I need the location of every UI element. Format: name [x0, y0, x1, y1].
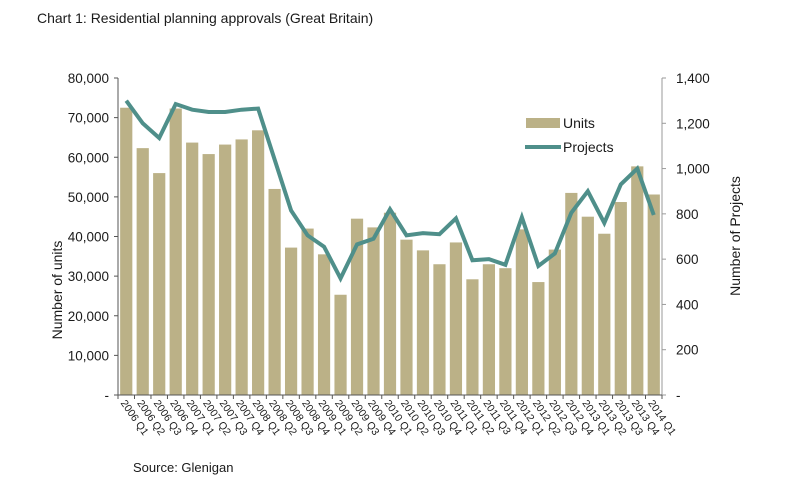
bar-units [202, 154, 215, 395]
y2-tick-label: - [676, 388, 681, 403]
y2-tick-label: 800 [676, 207, 699, 222]
bar-units [219, 144, 232, 395]
bar-units [482, 264, 496, 395]
legend: Units Projects [525, 115, 614, 155]
y-tick-label: 70,000 [68, 111, 109, 126]
bar-units [186, 142, 199, 395]
y2-tick-label: 400 [676, 297, 699, 312]
bar-units [466, 279, 479, 395]
bar-units [433, 264, 446, 395]
y2-tick-label: 200 [676, 343, 699, 358]
bar-units [515, 229, 528, 395]
y-axis-title: Number of units [49, 241, 65, 340]
y-tick-label: 50,000 [68, 190, 109, 205]
bar-units [268, 188, 281, 395]
bar-units [301, 228, 314, 395]
bar-units [334, 294, 347, 395]
y-tick-label: 10,000 [68, 348, 109, 363]
legend-projects-label: Projects [563, 139, 614, 155]
y2-tick-label: 600 [676, 252, 699, 267]
bar-units [383, 212, 397, 395]
bar-units [400, 239, 413, 395]
y-tick-label: 20,000 [68, 309, 109, 324]
bar-units [499, 268, 512, 395]
bar-units [565, 192, 578, 395]
y-tick-label: 80,000 [68, 71, 109, 86]
bar-units [169, 108, 182, 395]
bar-units [416, 250, 430, 395]
y-tick-label: 40,000 [68, 230, 109, 245]
y-tick-label: 60,000 [68, 150, 109, 165]
bar-units [153, 173, 166, 395]
source-note: Source: Glenigan [133, 460, 234, 475]
bar-units [598, 233, 611, 395]
legend-units-swatch [526, 118, 560, 128]
y2-axis-title: Number of Projects [727, 176, 743, 296]
bar-units [367, 227, 380, 395]
y-tick-label: 30,000 [68, 269, 109, 284]
bar-units [120, 107, 133, 395]
legend-units-label: Units [563, 115, 595, 131]
bar-units [252, 130, 265, 395]
bar-units [284, 247, 298, 395]
bar-units [350, 218, 364, 395]
y2-tick-label: 1,200 [676, 116, 710, 131]
bar-units [614, 202, 627, 395]
y-tick-label: - [105, 388, 110, 403]
bar-units [235, 139, 248, 395]
chart-title: Chart 1: Residential planning approvals … [37, 10, 374, 26]
bar-units [581, 216, 594, 395]
y2-tick-label: 1,400 [676, 71, 710, 86]
bar-units [136, 148, 149, 395]
bar-units [532, 282, 545, 395]
bar-units [647, 194, 660, 395]
bar-units [548, 249, 561, 395]
y2-tick-label: 1,000 [676, 162, 710, 177]
bar-units [449, 242, 463, 395]
bar-units [317, 254, 331, 395]
bar-units [631, 166, 644, 395]
